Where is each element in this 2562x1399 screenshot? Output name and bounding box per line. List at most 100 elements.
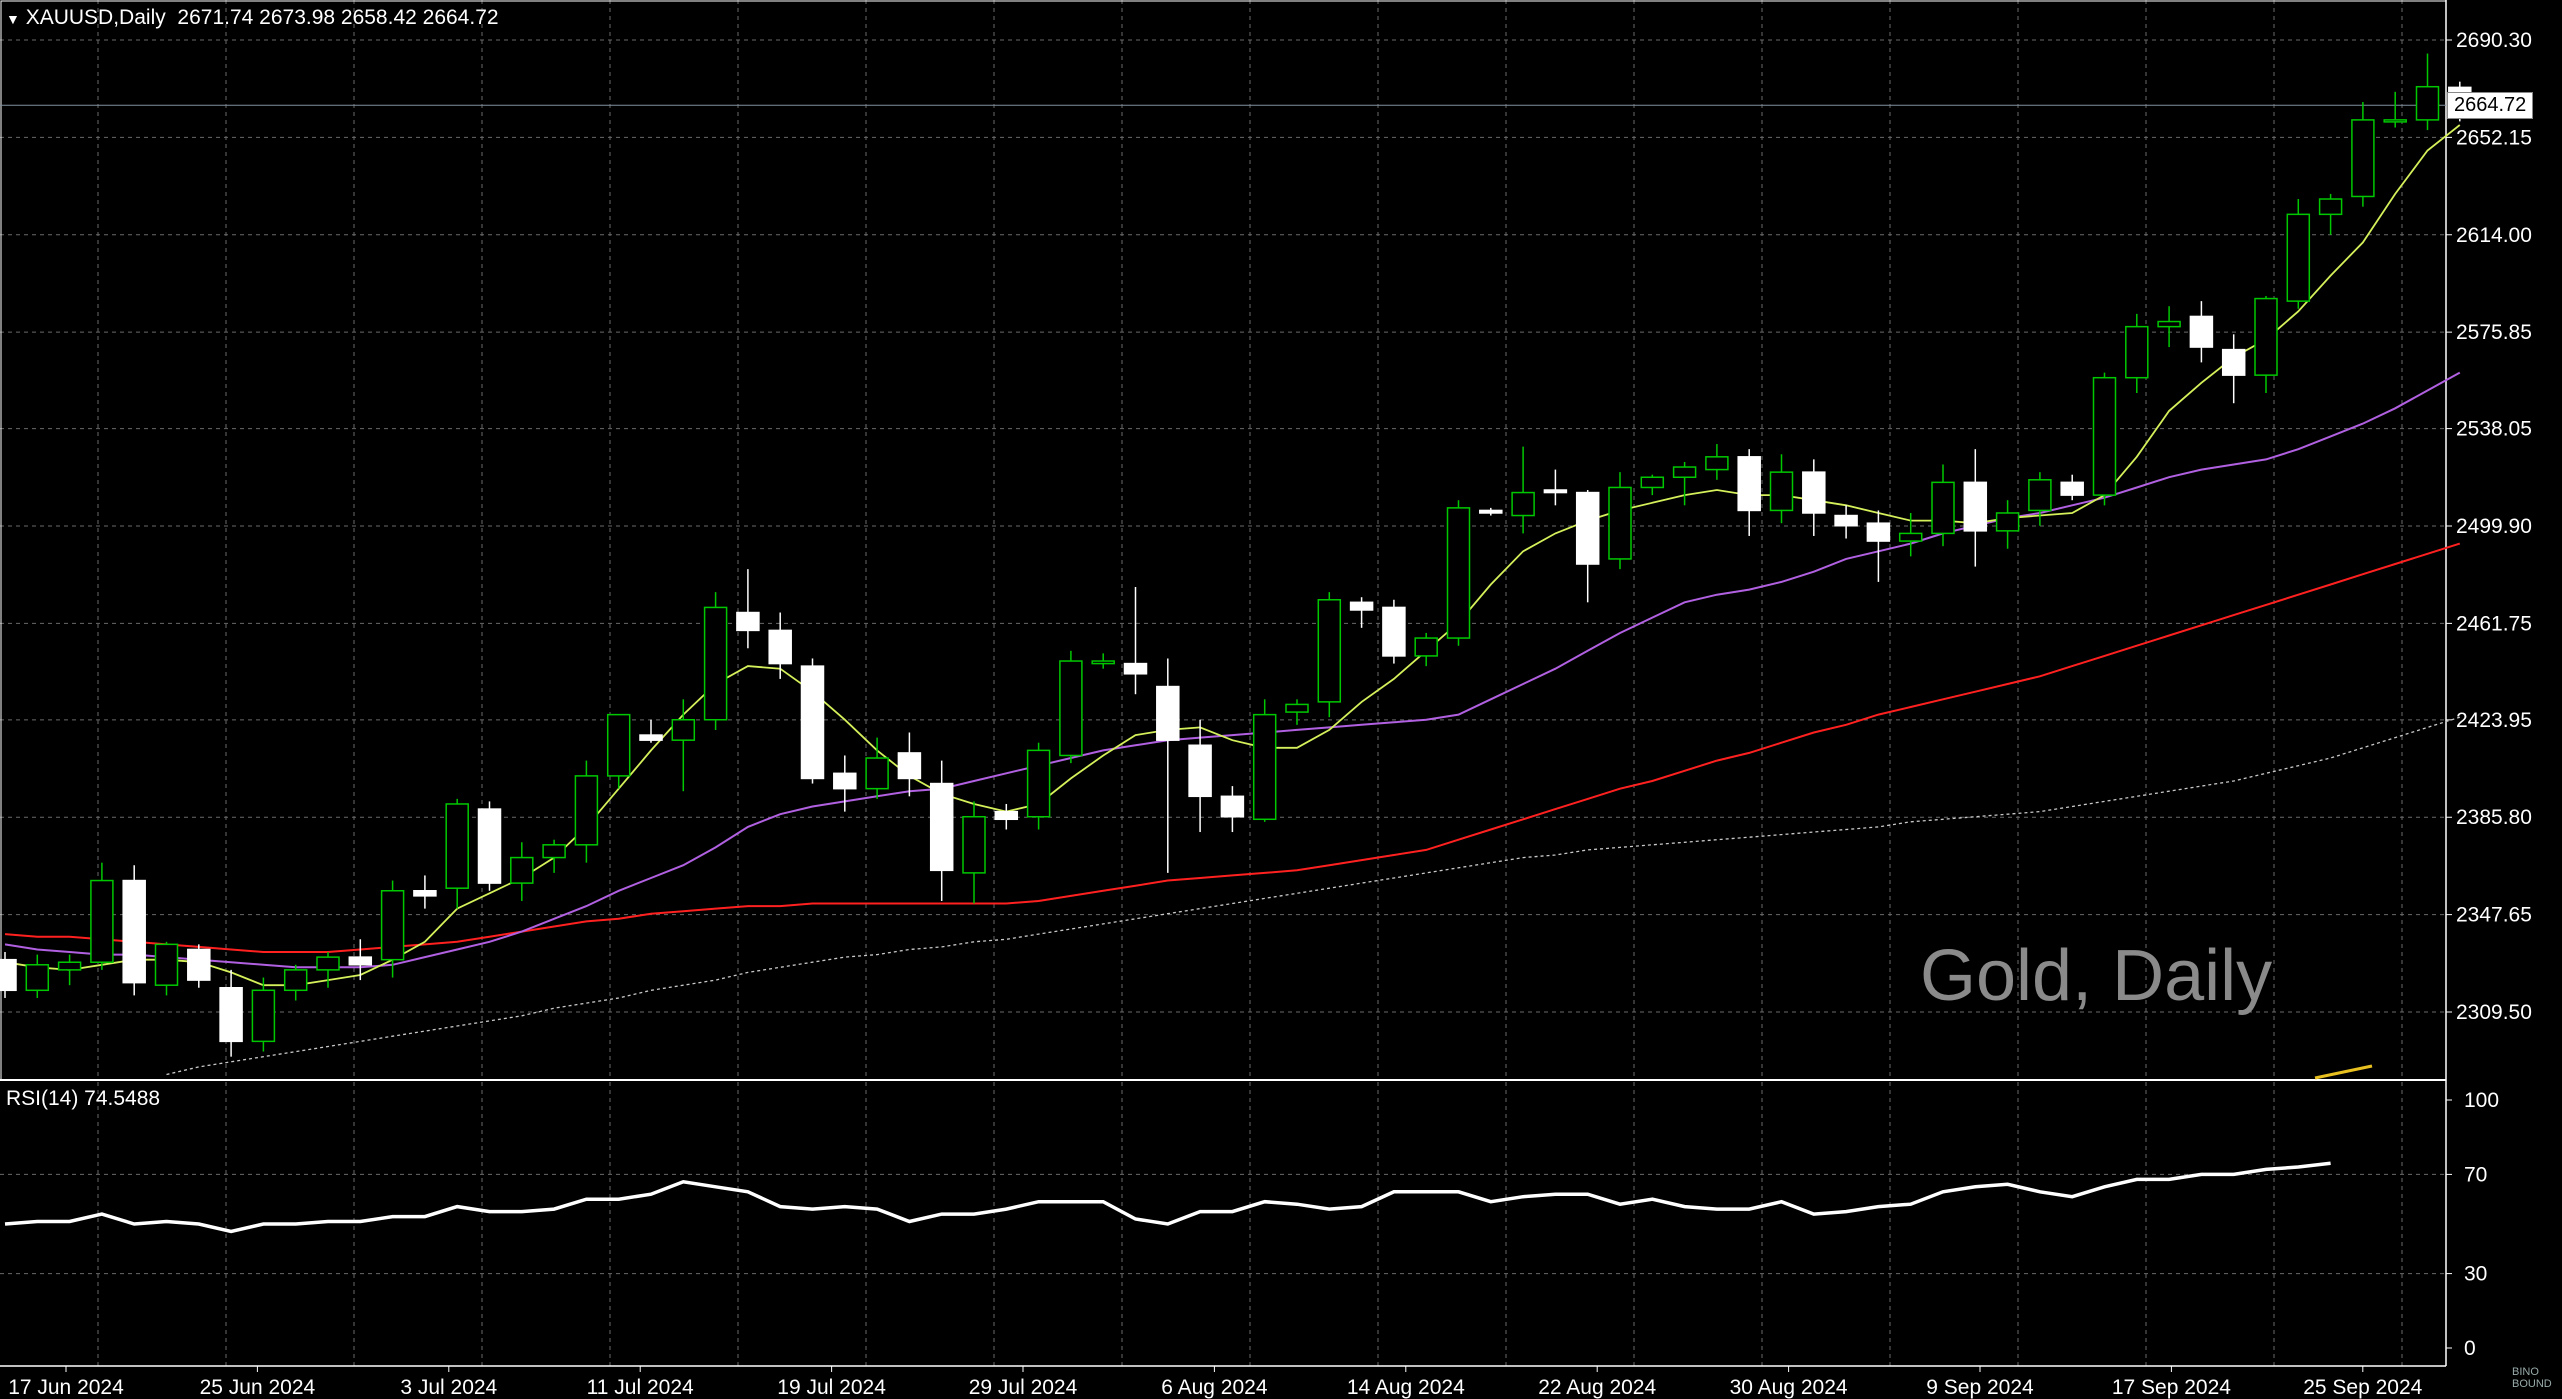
candle-body xyxy=(1479,509,1503,514)
candle-body xyxy=(510,856,534,884)
date-tick-label: 19 Jul 2024 xyxy=(777,1376,886,1399)
price-tick-label: 2652.15 xyxy=(2456,126,2532,149)
candle-body xyxy=(994,810,1019,821)
candle-body xyxy=(2125,325,2149,379)
candle-body xyxy=(2157,320,2181,328)
candle-body xyxy=(606,713,631,777)
rsi-tick-label: 70 xyxy=(2464,1163,2487,1186)
candle-body xyxy=(929,782,954,872)
candle-body xyxy=(703,606,728,721)
candle-body xyxy=(2060,481,2084,496)
indicator-segment xyxy=(2314,1064,2373,1080)
rsi-tick-label: 30 xyxy=(2464,1263,2487,1286)
candle-body xyxy=(57,961,82,971)
candle-body xyxy=(187,948,211,981)
candle-body xyxy=(1285,703,1309,713)
price-tick-label: 2461.75 xyxy=(2456,612,2532,635)
price-tick-label: 2690.30 xyxy=(2456,29,2532,52)
candle-body xyxy=(1446,507,1471,639)
date-tick-label: 17 Jun 2024 xyxy=(8,1376,124,1399)
price-tick-label: 2575.85 xyxy=(2456,321,2532,344)
date-tick-label: 3 Jul 2024 xyxy=(400,1376,497,1399)
candle-body xyxy=(348,956,373,966)
candle-body xyxy=(25,964,50,992)
ma-slow-line xyxy=(4,542,2461,953)
candle-body xyxy=(413,890,437,897)
candle-body xyxy=(380,890,405,961)
candle-body xyxy=(1866,522,1891,542)
candle-body xyxy=(639,734,663,741)
candle-body xyxy=(477,808,502,884)
price-tick-label: 2538.05 xyxy=(2456,418,2532,441)
candle-body xyxy=(2028,479,2052,512)
candle-body xyxy=(1963,481,1988,532)
candle-body xyxy=(1834,514,1858,527)
candle-body xyxy=(736,611,760,632)
candle-body xyxy=(283,969,308,992)
broker-logo-icon: BINO BOUND xyxy=(2512,1366,2552,1390)
candle-body xyxy=(1091,660,1115,665)
candle-body xyxy=(1252,713,1277,821)
date-tick-label: 30 Aug 2024 xyxy=(1730,1376,1848,1399)
candle-body xyxy=(962,815,986,874)
candle-body xyxy=(1705,456,1729,471)
rsi-line xyxy=(4,1161,2331,1234)
collapse-arrow-icon[interactable]: ▼ xyxy=(6,11,20,27)
candle-body xyxy=(1059,660,1083,757)
price-tick-label: 2614.00 xyxy=(2456,224,2532,247)
candle-body xyxy=(1349,601,1374,611)
price-tick-label: 2423.95 xyxy=(2456,709,2532,732)
candle-body xyxy=(90,879,114,963)
price-tick-label: 2309.50 xyxy=(2456,1001,2532,1024)
date-tick-label: 6 Aug 2024 xyxy=(1161,1376,1268,1399)
candle-body xyxy=(2286,213,2311,302)
ohlc-values: 2671.74 2673.98 2658.42 2664.72 xyxy=(177,6,499,29)
candle-body xyxy=(1156,685,1180,741)
candle-body xyxy=(2189,315,2214,348)
candle-body xyxy=(2351,119,2375,198)
candle-body xyxy=(2318,198,2343,216)
date-tick-label: 25 Jun 2024 xyxy=(200,1376,316,1399)
candle-body xyxy=(897,752,922,780)
date-tick-label: 14 Aug 2024 xyxy=(1347,1376,1465,1399)
symbol-label: XAUUSD,Daily xyxy=(25,6,166,29)
candle-body xyxy=(833,772,857,790)
candle-body xyxy=(1511,491,1535,517)
candle-body xyxy=(865,757,889,790)
price-tick-label: 2347.65 xyxy=(2456,904,2532,927)
candle-body xyxy=(154,943,179,986)
date-tick-label: 9 Sep 2024 xyxy=(1926,1376,2034,1399)
date-tick-label: 25 Sep 2024 xyxy=(2303,1376,2422,1399)
candle-body xyxy=(122,879,146,984)
candle-body xyxy=(1220,795,1245,818)
candle-body xyxy=(316,956,340,971)
candle-body xyxy=(2383,119,2407,123)
candle-body xyxy=(1995,512,2020,532)
candle-body xyxy=(1123,662,1148,675)
rsi-tick-label: 0 xyxy=(2464,1337,2476,1360)
candle-body xyxy=(445,803,469,889)
chart-header: ▼ XAUUSD,Daily 2671.74 2673.98 2658.42 2… xyxy=(6,6,499,30)
candle-body xyxy=(1640,476,1665,489)
candle-body xyxy=(1317,599,1342,703)
candle-body xyxy=(1575,491,1600,565)
date-tick-label: 22 Aug 2024 xyxy=(1538,1376,1656,1399)
candle-body xyxy=(2221,348,2246,376)
candle-body xyxy=(2254,297,2278,376)
candle-body xyxy=(1931,481,1955,535)
candle-body xyxy=(1898,532,1923,542)
candle-body xyxy=(1382,606,1406,657)
candle-body xyxy=(574,775,599,846)
candle-body xyxy=(1769,471,1794,512)
candle-body xyxy=(800,665,825,780)
candle-body xyxy=(1672,466,1697,478)
candle-body xyxy=(2092,376,2117,496)
candle-body xyxy=(2415,85,2440,121)
chart-watermark: Gold, Daily xyxy=(1920,936,2273,1016)
current-price-label: 2664.72 xyxy=(2447,92,2534,119)
candle-body xyxy=(1188,744,1212,798)
candle-body xyxy=(0,958,17,992)
rsi-tick-label: 100 xyxy=(2464,1089,2499,1112)
date-tick-label: 29 Jul 2024 xyxy=(969,1376,1078,1399)
